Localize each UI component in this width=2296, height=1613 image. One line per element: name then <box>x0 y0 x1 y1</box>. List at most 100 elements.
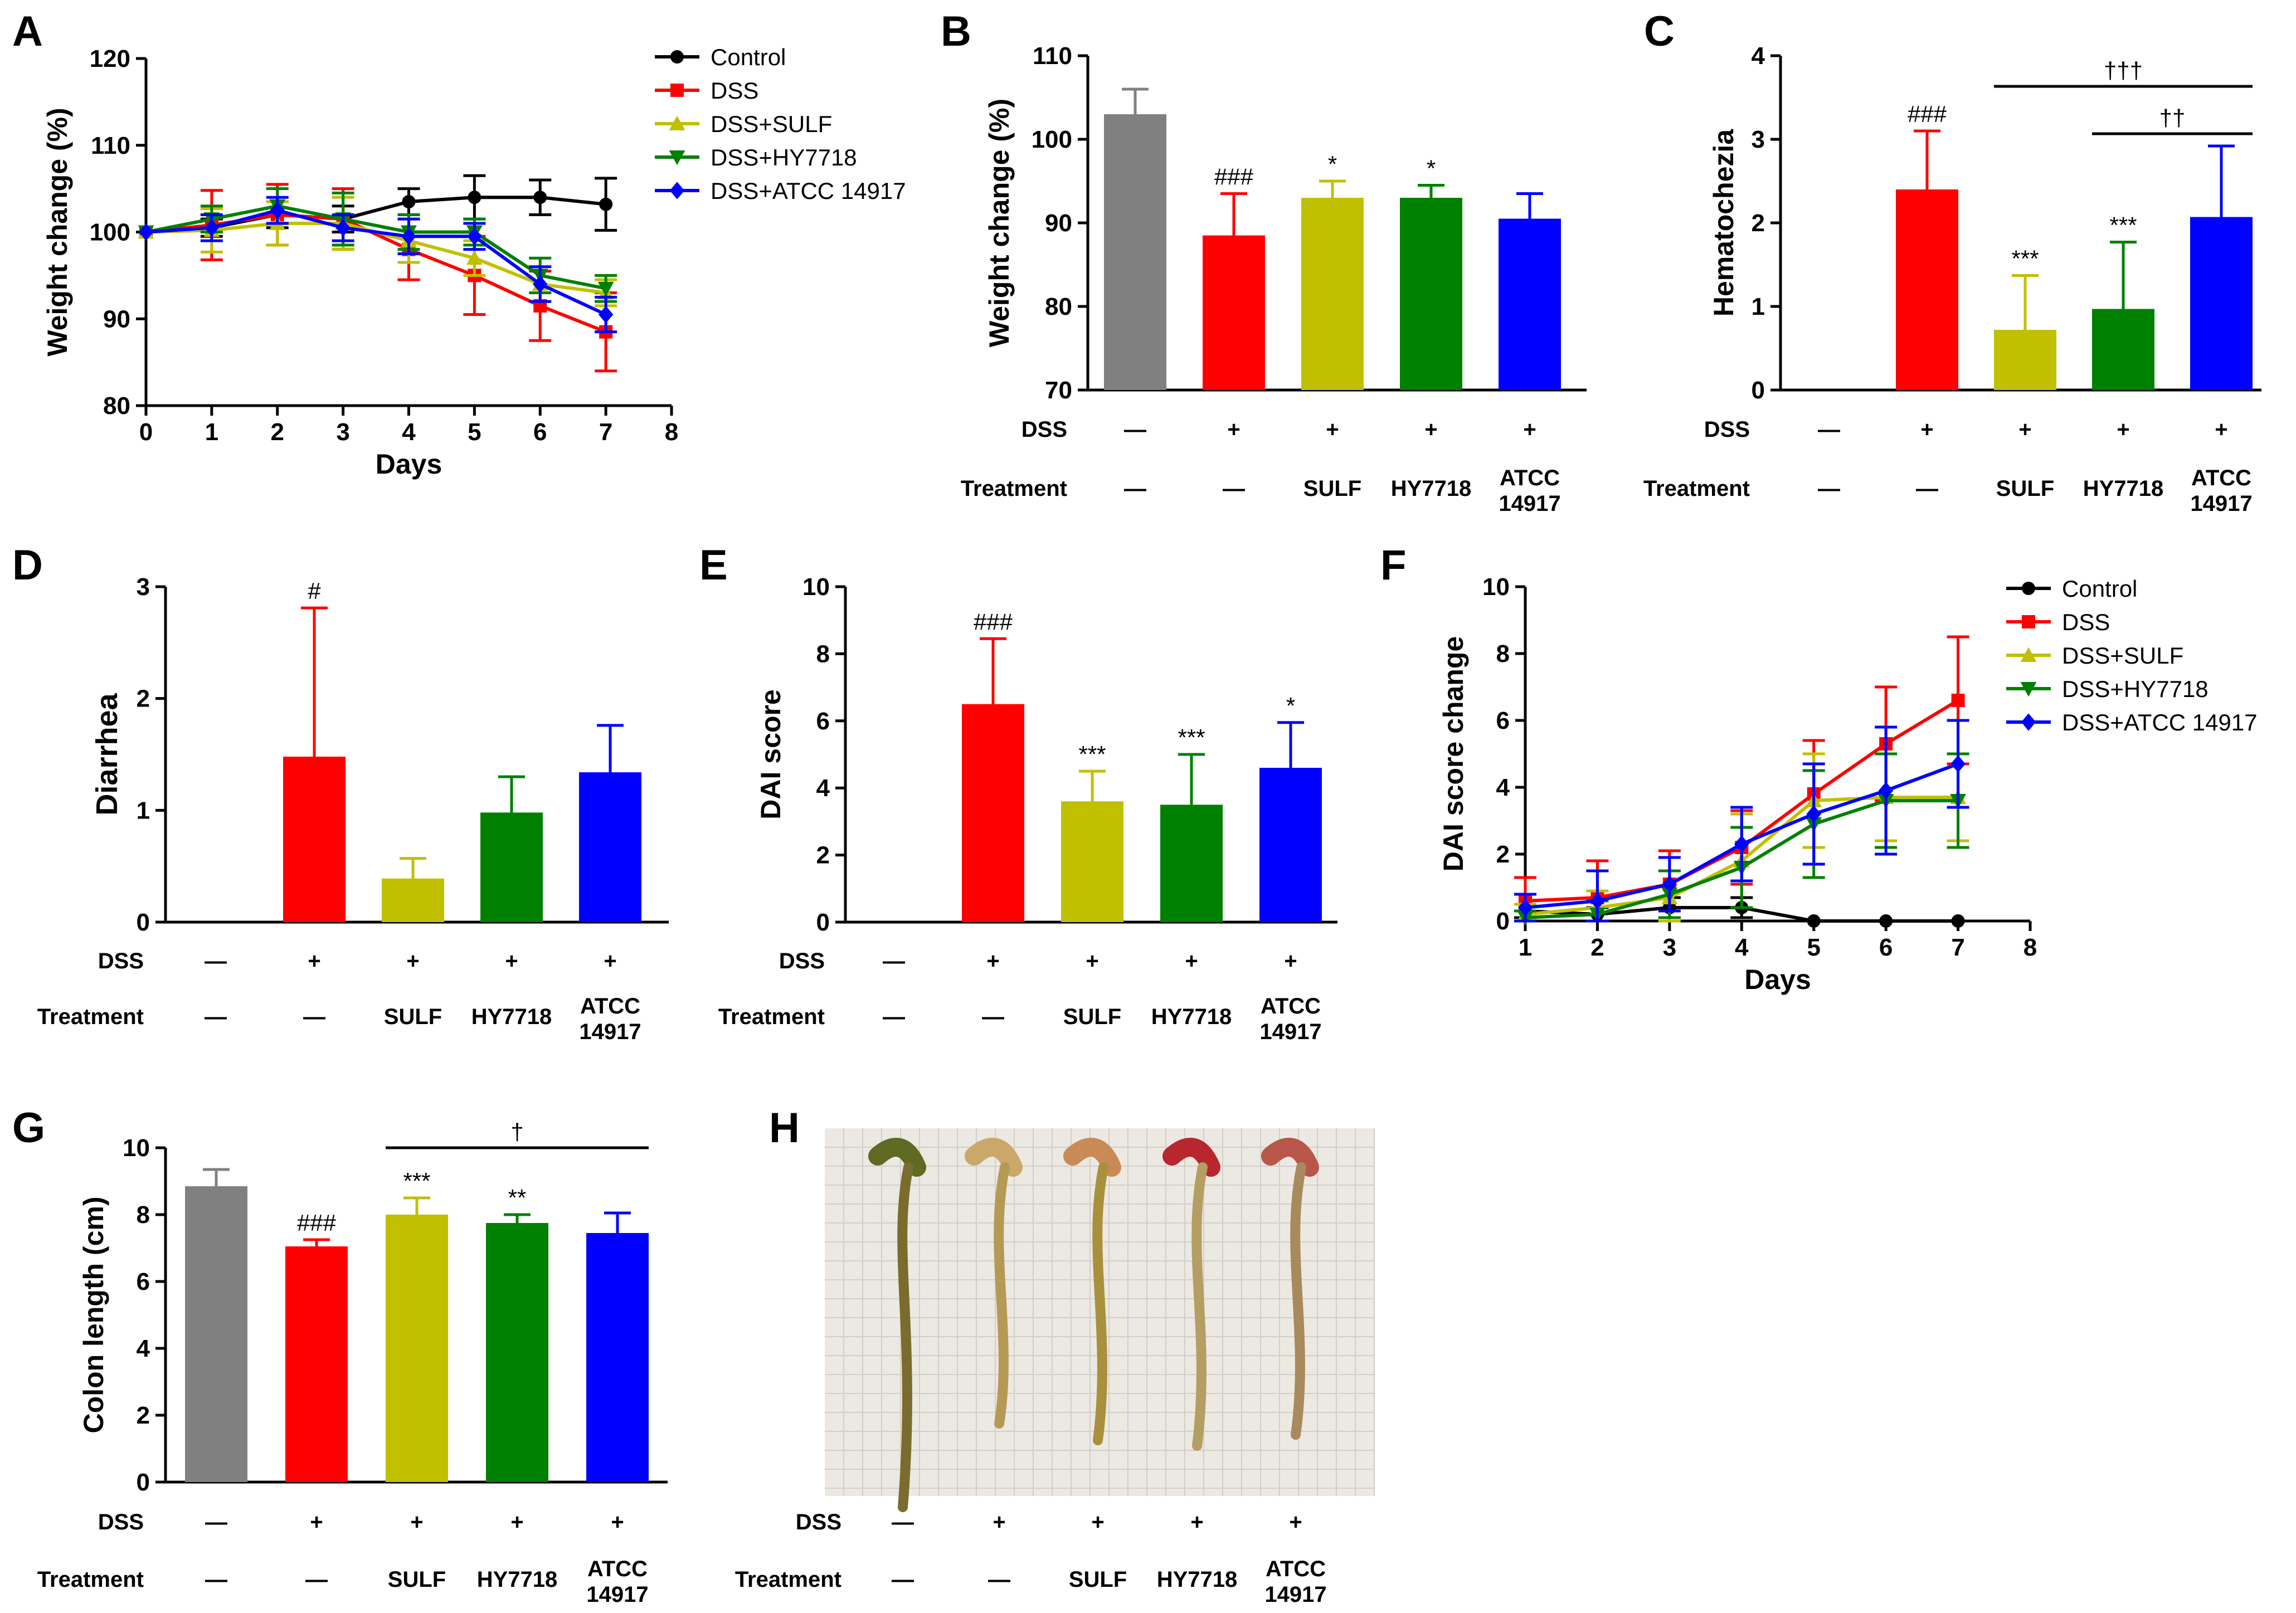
bar <box>480 812 543 922</box>
data-point <box>335 219 351 237</box>
x-tick-label: 3 <box>336 418 349 446</box>
bar <box>1896 189 1958 390</box>
treatment-label: — <box>1916 476 1938 501</box>
panel-D: D 0 1 2 3 Diarrhea — — # + — + SULF + HY7718 + ATCC14917… <box>12 542 669 1044</box>
x-tick-label: 6 <box>1879 934 1893 961</box>
dss-indicator: — <box>1818 417 1840 442</box>
data-point <box>1878 782 1894 800</box>
dss-indicator: + <box>1185 949 1198 973</box>
treatment-label: SULF <box>388 1567 446 1592</box>
significance-label: # <box>308 578 321 604</box>
x-tick-label: 1 <box>1519 934 1532 961</box>
data-point <box>1951 694 1965 707</box>
x-tick-label: 2 <box>1590 934 1604 961</box>
y-tick-label: 2 <box>137 1402 150 1429</box>
y-tick-label: 80 <box>1045 293 1072 320</box>
legend-entry: DSS+HY7718 <box>711 144 857 170</box>
treatment-label: 14917 <box>2190 491 2252 516</box>
legend-marker <box>2020 647 2037 662</box>
bar <box>486 1223 548 1482</box>
panel-letter: B <box>941 8 971 55</box>
colon <box>1290 1162 1306 1440</box>
bar <box>1499 218 1561 390</box>
x-tick-label: 6 <box>533 418 547 446</box>
treatment-label: HY7718 <box>2083 476 2164 501</box>
y-tick-label: 0 <box>137 909 150 936</box>
data-point <box>599 197 613 211</box>
data-point <box>1951 914 1965 928</box>
colon-cecum <box>1063 1138 1121 1177</box>
y-tick-label: 2 <box>1752 209 1765 237</box>
data-point <box>533 191 547 204</box>
y-tick-label: 120 <box>90 45 130 72</box>
panel-letter: G <box>12 1104 45 1152</box>
bar <box>1994 330 2056 390</box>
dss-indicator: + <box>308 949 320 973</box>
dss-indicator: + <box>986 949 999 973</box>
legend-entry: DSS+SULF <box>711 111 832 137</box>
bar <box>579 772 641 922</box>
y-tick-label: 6 <box>1496 707 1510 734</box>
treatment-label: — <box>1223 476 1245 501</box>
significance-label: *** <box>2109 212 2137 238</box>
dss-indicator: + <box>410 1510 423 1534</box>
panel-E: E 0 2 4 6 8 10 DAI score — — ### + — *** + SULF *** + HY77… <box>699 542 1337 1044</box>
bar <box>382 878 444 922</box>
bar <box>185 1186 247 1482</box>
treatment-label: 14917 <box>1499 491 1560 516</box>
data-point <box>401 227 416 245</box>
legend-entry: Control <box>2062 576 2137 602</box>
data-point <box>402 194 416 208</box>
x-tick-label: 4 <box>1735 934 1749 961</box>
legend-entry: Control <box>711 44 786 70</box>
dss-indicator: + <box>505 949 518 973</box>
y-tick-label: 2 <box>816 842 830 869</box>
y-tick-label: 100 <box>1032 126 1072 153</box>
y-tick-label: 4 <box>1752 42 1765 70</box>
data-point <box>467 227 482 245</box>
data-point <box>468 191 481 204</box>
significance-label: * <box>1427 155 1436 182</box>
data-point <box>1734 835 1749 853</box>
y-tick-label: 70 <box>1045 377 1072 404</box>
y-tick-label: 10 <box>123 1134 150 1162</box>
data-point <box>1807 914 1821 928</box>
data-point <box>138 223 154 241</box>
bar <box>962 704 1024 922</box>
treatment-label: HY7718 <box>471 1005 552 1029</box>
x-tick-label: 8 <box>2023 934 2037 961</box>
significance-label: *** <box>403 1168 430 1194</box>
colon-cecum <box>965 1138 1023 1177</box>
treatment-row-label: Treatment <box>961 476 1067 501</box>
treatment-label: — <box>205 1005 227 1029</box>
legend-marker <box>2022 615 2035 628</box>
panel-B: B 70 80 90 100 110 Weight change (%) — — ### + — * + S… <box>941 8 1587 516</box>
legend-entry: DSS <box>711 77 758 104</box>
significance-label: ### <box>1214 164 1254 190</box>
y-tick-label: 6 <box>816 708 830 735</box>
legend-entry: DSS+ATCC 14917 <box>2062 709 2258 735</box>
dss-indicator: — <box>205 949 227 973</box>
significance-label: *** <box>2011 246 2039 272</box>
y-tick-label: 0 <box>1496 908 1510 935</box>
significance-label: * <box>1286 693 1295 719</box>
treatment-label: — <box>303 1005 325 1029</box>
treatment-label: SULF <box>1303 476 1361 501</box>
bar <box>2092 309 2154 390</box>
legend-entry: DSS+HY7718 <box>2062 676 2209 702</box>
series-dss-atcc-14917 <box>138 196 617 334</box>
dss-indicator: — <box>1124 417 1146 442</box>
dss-indicator: + <box>2117 417 2129 442</box>
bracket-label: ††† <box>2104 57 2143 84</box>
treatment-label: SULF <box>1996 476 2054 501</box>
treatment-label: — <box>982 1005 1004 1029</box>
dss-label: DSS <box>1704 417 1750 442</box>
data-point <box>597 281 614 297</box>
dss-label: DSS <box>796 1510 841 1534</box>
treatment-label: — <box>305 1567 328 1592</box>
treatment-label: — <box>883 1005 905 1029</box>
treatment-label: ATCC <box>1261 994 1321 1019</box>
y-tick-label: 4 <box>1496 774 1510 801</box>
y-tick-label: 3 <box>137 573 150 601</box>
